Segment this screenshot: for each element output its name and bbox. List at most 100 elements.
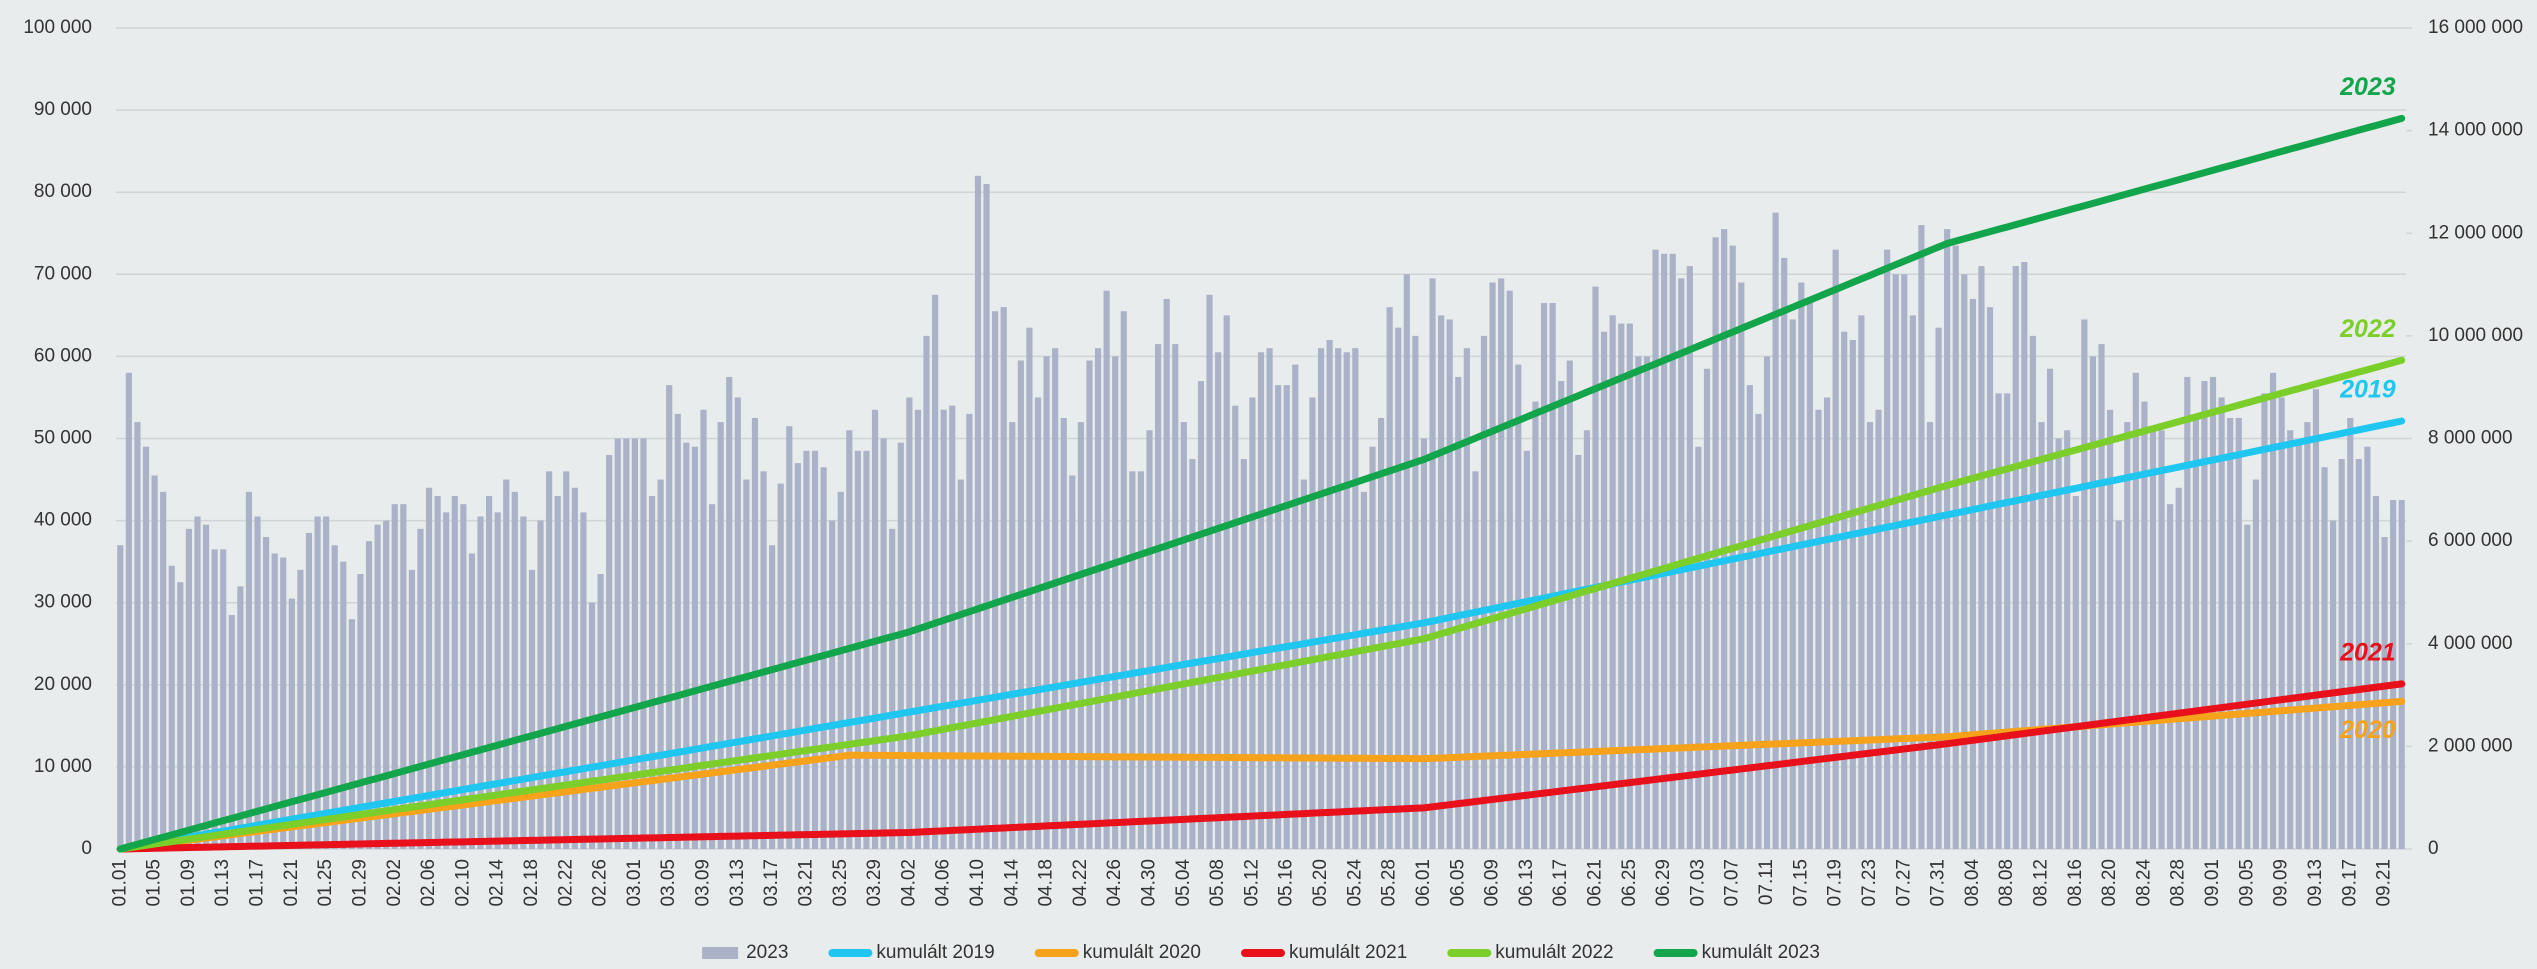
bar (1832, 249, 1839, 850)
bar (1969, 298, 1976, 849)
bar (957, 479, 964, 849)
bar (580, 512, 587, 849)
bar (1386, 307, 1393, 849)
y2-tick-label: 4 000 000 (2428, 633, 2513, 654)
y2-tick-label: 0 (2428, 838, 2439, 859)
bar (2115, 520, 2122, 849)
x-tick-label: 08.28 (2168, 859, 2189, 907)
bar (194, 516, 201, 849)
bar (408, 569, 415, 849)
legend-item: kumulált 2019 (828, 942, 995, 963)
bar (1446, 319, 1453, 850)
bar (1112, 356, 1119, 849)
x-tick-label: 07.27 (1893, 859, 1914, 907)
bar (940, 409, 947, 849)
bar (1944, 229, 1951, 849)
bar (494, 512, 501, 849)
y-tick-label: 20 000 (34, 674, 92, 695)
bar (391, 504, 398, 849)
bar (760, 471, 767, 849)
bar (949, 405, 956, 849)
bar (1034, 397, 1042, 849)
bar (2244, 524, 2251, 849)
legend-label: kumulált 2020 (1083, 942, 1201, 963)
y-tick-label: 80 000 (34, 181, 92, 202)
bar (314, 516, 321, 849)
bar (211, 549, 218, 849)
legend-label: kumulált 2021 (1289, 942, 1407, 963)
x-tick-label: 08.12 (2031, 859, 2052, 907)
bar (1635, 356, 1642, 849)
x-tick-label: 02.14 (487, 859, 508, 907)
bar (1600, 331, 1608, 849)
x-tick-label: 05.12 (1241, 859, 1262, 907)
bar (1823, 397, 1831, 849)
line (116, 680, 2406, 853)
bar (1523, 450, 1530, 849)
bar (417, 528, 424, 849)
bar (563, 471, 570, 849)
bar (2287, 430, 2294, 849)
bar (177, 582, 184, 849)
bar (1901, 274, 1908, 849)
bar (837, 491, 844, 849)
bar (1798, 282, 1805, 849)
bar (2184, 376, 2191, 849)
x-tick-label: 09.21 (2374, 859, 2395, 907)
bar (1618, 323, 1625, 849)
x-tick-label: 04.22 (1070, 859, 1091, 907)
bar (117, 545, 124, 849)
x-tick-label: 02.02 (384, 859, 405, 907)
bar (1849, 339, 1856, 849)
bar (1592, 286, 1599, 849)
bar (1935, 327, 1942, 849)
x-tick-label: 04.06 (933, 859, 954, 907)
bar (623, 438, 630, 849)
bar (597, 573, 604, 849)
y-tick-label: 40 000 (34, 510, 92, 531)
bar (425, 487, 433, 849)
bar (2278, 397, 2285, 849)
bar (2364, 446, 2371, 849)
legend-item: 2023 (702, 942, 788, 963)
bar (263, 537, 270, 849)
bar (1643, 356, 1651, 849)
bar (288, 598, 295, 849)
y-tick-label: 60 000 (34, 345, 92, 366)
bar (2107, 409, 2114, 849)
bar (1661, 253, 1668, 849)
bar (1540, 303, 1548, 849)
line (116, 114, 2406, 853)
bar (803, 450, 810, 849)
bar (1995, 393, 2002, 849)
bar (477, 516, 484, 849)
x-tick-label: 05.16 (1276, 859, 1297, 907)
bar (743, 479, 750, 849)
bar (2347, 417, 2354, 849)
bar (2218, 397, 2225, 849)
x-tick-label: 06.25 (1619, 859, 1640, 907)
bar (674, 413, 681, 849)
bar (2081, 319, 2088, 850)
y-tick-label: 70 000 (34, 263, 92, 284)
bar (1317, 348, 1325, 849)
bar (691, 446, 699, 849)
legend-label: kumulált 2019 (876, 942, 994, 963)
bar (2132, 372, 2139, 849)
legend-swatch (702, 947, 739, 959)
bar (794, 463, 801, 849)
bar (931, 294, 939, 849)
x-tick-label: 01.17 (247, 859, 268, 907)
x-tick-label: 04.18 (1036, 859, 1057, 907)
bar (340, 561, 347, 849)
y2-tick-label: 14 000 000 (2428, 120, 2523, 141)
bar (1403, 274, 1410, 849)
bar (666, 385, 673, 849)
bar (717, 422, 724, 849)
bar (1532, 401, 1539, 849)
bar (1232, 405, 1239, 849)
x-tick-label: 07.31 (1928, 859, 1949, 907)
bar (503, 479, 510, 849)
x-tick-label: 09.13 (2305, 859, 2326, 907)
bar (1352, 348, 1359, 849)
